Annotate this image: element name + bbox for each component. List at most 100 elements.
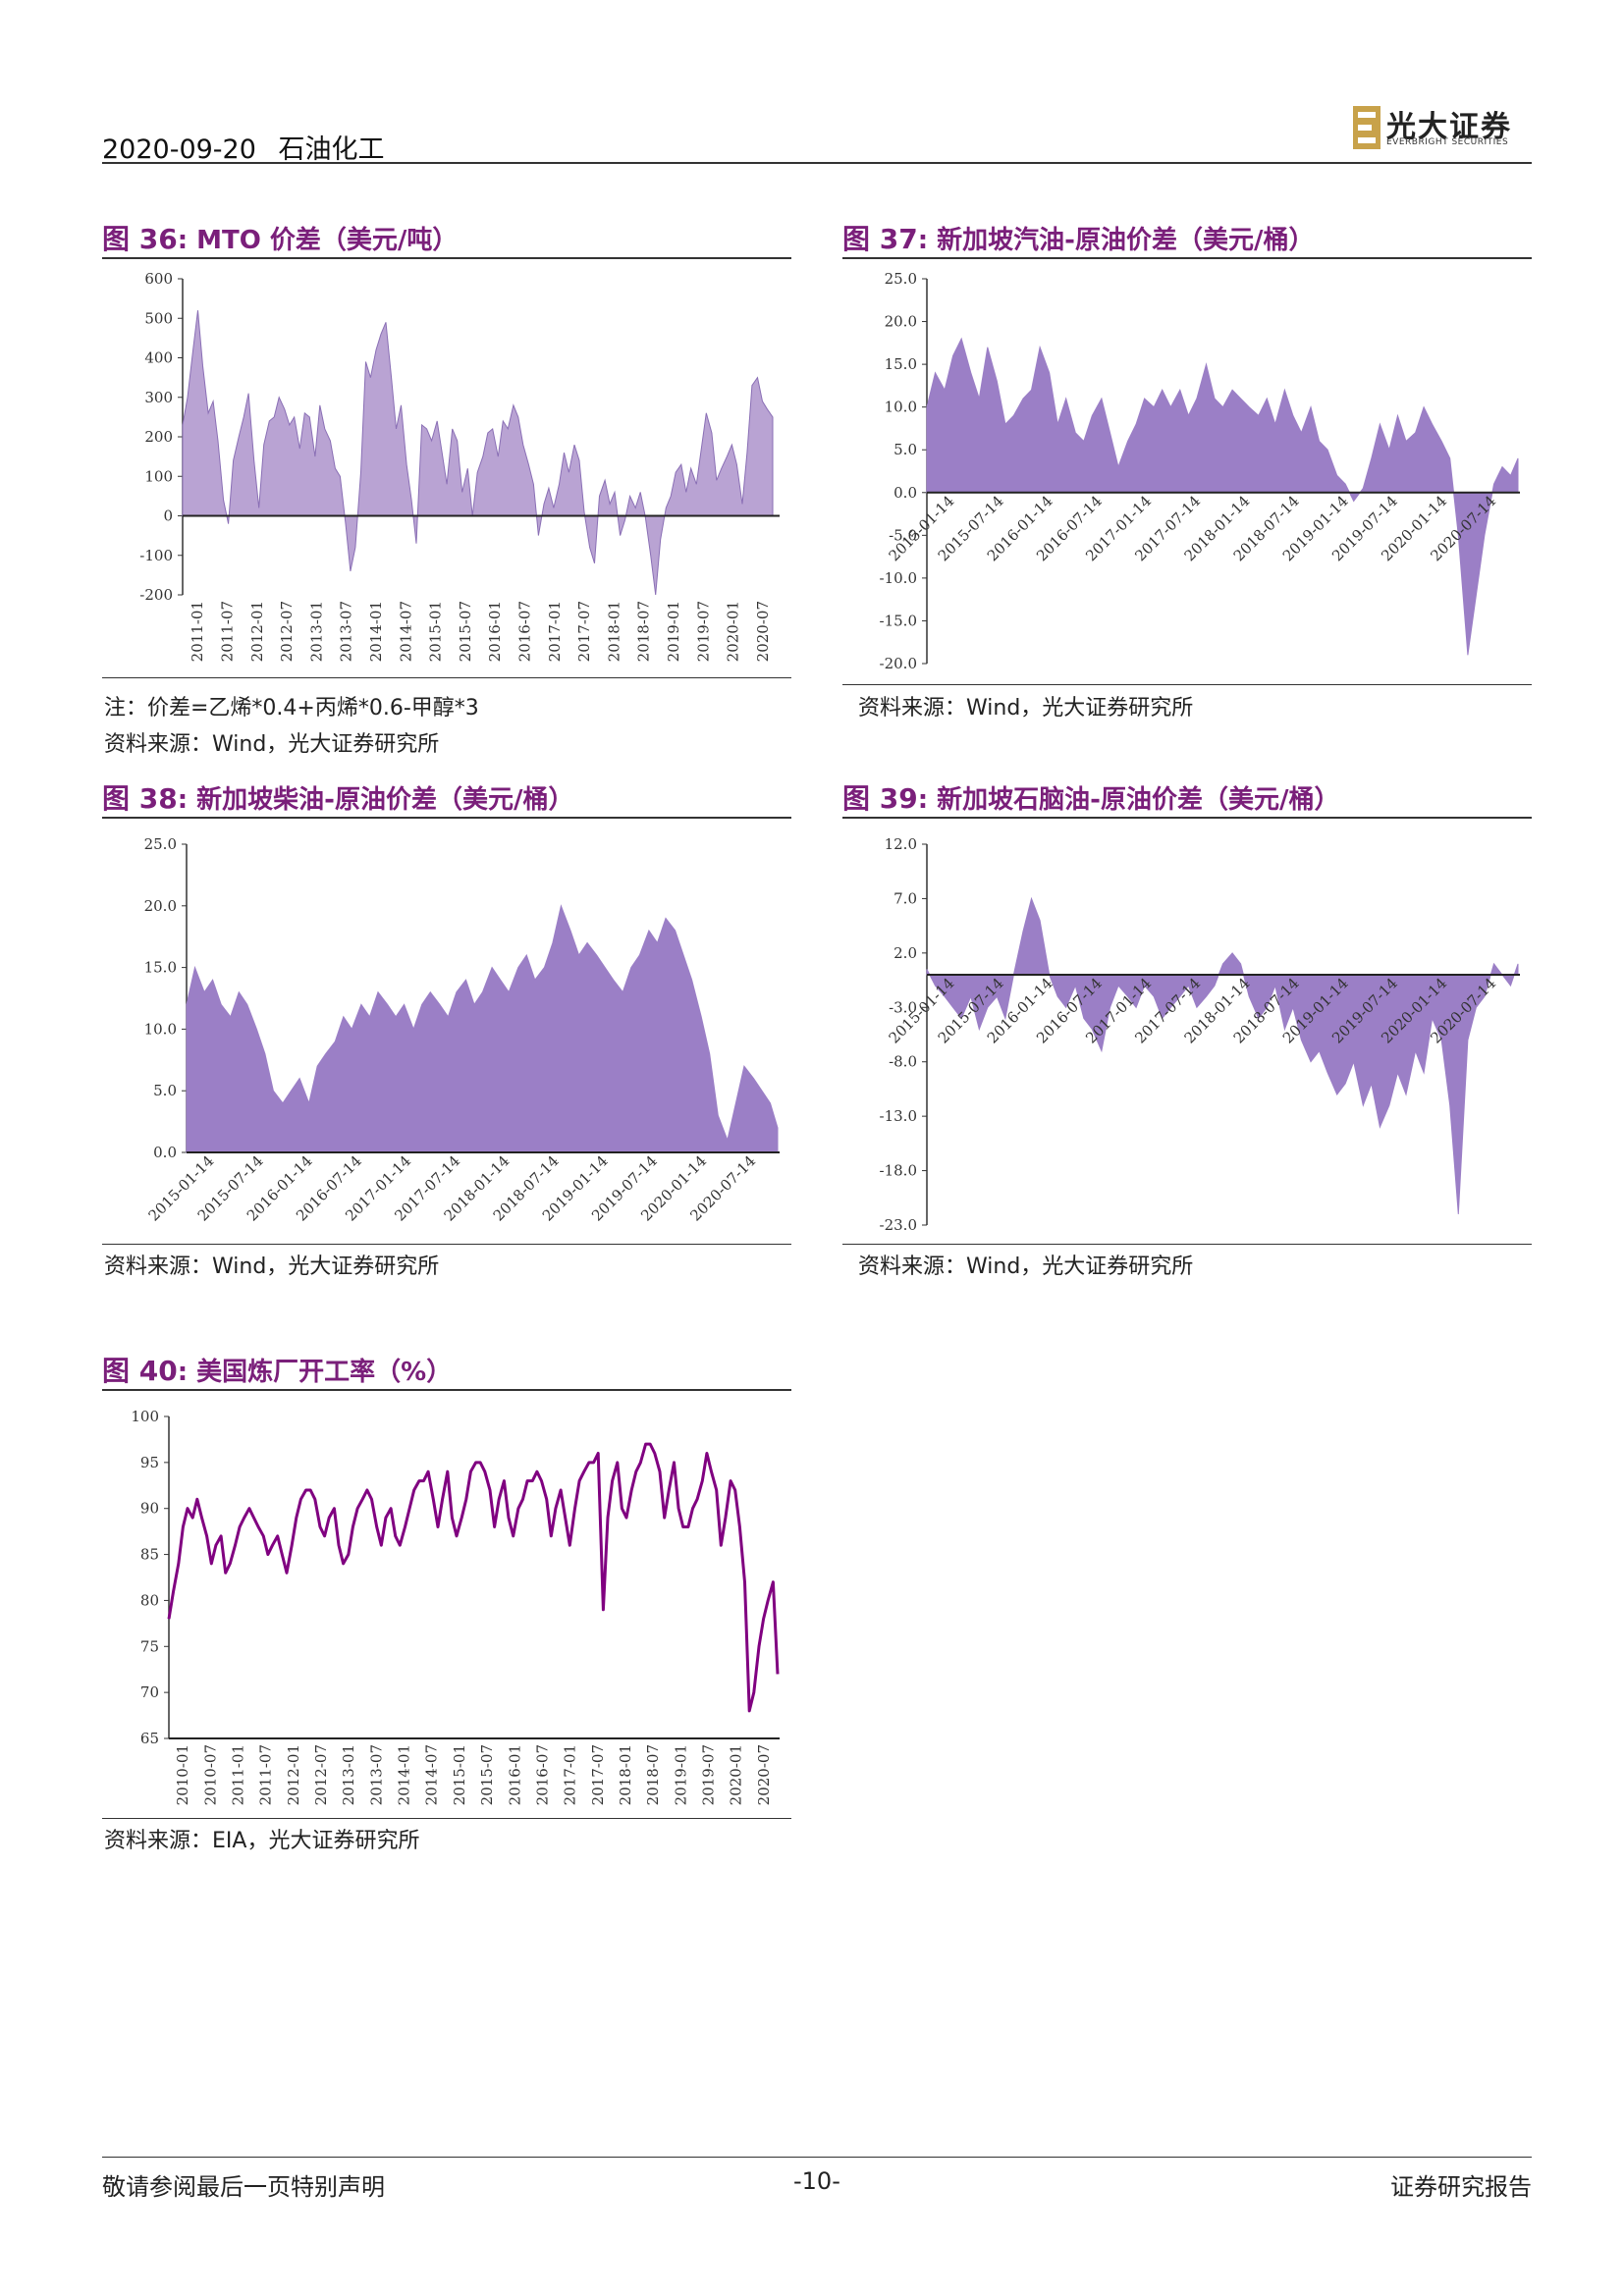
footer-divider (102, 2157, 1532, 2158)
y-tick-label: 10.0 (144, 1020, 177, 1038)
x-tick: 2018-01 (617, 1744, 634, 1805)
x-tick-label: 2020-07 (755, 1744, 773, 1805)
y-tick-label: 5.0 (153, 1082, 177, 1099)
x-tick: 2018-07 (644, 1744, 662, 1805)
footer-disclaimer: 敬请参阅最后一页特别声明 (102, 2173, 385, 2201)
x-tick: 2016-01 (506, 1744, 523, 1805)
x-tick-label: 2020-01 (728, 1744, 745, 1805)
line-series (167, 1442, 780, 1713)
x-tick-label: 2012-07 (312, 1744, 330, 1805)
x-tick-label: 2015-07 (457, 601, 474, 662)
x-tick: 2017-07 (575, 601, 593, 662)
x-tick-label: 2014-01 (367, 601, 385, 662)
y-tick-label: -3.0 (889, 998, 917, 1016)
figure-38-rule (102, 817, 791, 819)
x-tick: 2014-01 (367, 601, 385, 662)
x-tick-label: 2013-01 (340, 1744, 357, 1805)
x-tick-label: 2016-07 (534, 1744, 552, 1805)
y-tick-label: -10.0 (880, 569, 917, 587)
header-divider (102, 162, 1532, 164)
figure-38-caption: 新加坡柴油-原油价差（美元/桶） (196, 785, 574, 815)
y-tick-label: -8.0 (889, 1053, 917, 1071)
y-tick-label: 85 (140, 1546, 159, 1564)
figure-39-label: 图 39 (842, 782, 918, 815)
y-tick-label: 0.0 (893, 484, 917, 502)
x-tick-label: 2018-07 (644, 1744, 662, 1805)
x-tick: 2015-01 (451, 1744, 468, 1805)
x-tick: 2020-01 (728, 1744, 745, 1805)
figure-37-title: 图 37: 新加坡汽油-原油价差（美元/桶） (842, 223, 1315, 255)
y-tick-label: 20.0 (144, 897, 177, 915)
y-tick-label: 7.0 (893, 889, 917, 907)
x-tick-label: 2019-07 (700, 1744, 718, 1805)
report-section: 石油化工 (278, 134, 385, 165)
figure-38-chart: 25.020.015.010.05.00.02015-01-142015-07-… (144, 835, 780, 1225)
figure-38-label: 图 38 (102, 782, 178, 815)
x-tick: 2020-01 (725, 601, 742, 662)
x-tick-label: 2016-07 (515, 601, 533, 662)
x-tick: 2020-07 (754, 601, 772, 662)
y-tick-label: 400 (144, 349, 173, 367)
x-tick-label: 2013-01 (307, 601, 325, 662)
x-tick: 2012-07 (278, 601, 296, 662)
x-tick-label: 2012-01 (248, 601, 266, 662)
figure-40-label: 图 40 (102, 1355, 178, 1387)
report-date-text: 2020-09-20 (102, 134, 256, 165)
y-tick-label: 65 (140, 1730, 159, 1747)
figure-36-label: 图 36 (102, 223, 178, 255)
figure-39-source: 资料来源：Wind，光大证券研究所 (858, 1255, 1194, 1279)
x-tick-label: 2013-07 (338, 601, 355, 662)
x-tick-label: 2011-07 (219, 601, 237, 662)
y-tick-label: 75 (140, 1637, 159, 1655)
x-tick-label: 2014-07 (397, 601, 414, 662)
figure-40-source: 资料来源：EIA，光大证券研究所 (104, 1829, 420, 1853)
x-tick-label: 2019-07 (694, 601, 712, 662)
x-tick: 2019-01 (665, 601, 682, 662)
y-tick-label: 80 (140, 1591, 159, 1609)
x-tick: 2019-07 (694, 601, 712, 662)
figure-39-caption: 新加坡石脑油-原油价差（美元/桶） (937, 785, 1340, 815)
x-tick: 2012-07 (312, 1744, 330, 1805)
y-tick-label: -18.0 (880, 1162, 917, 1180)
x-tick-label: 2013-07 (367, 1744, 385, 1805)
area-series (926, 896, 1519, 1214)
x-tick-label: 2014-07 (423, 1744, 441, 1805)
x-tick: 2015-07 (478, 1744, 496, 1805)
x-tick-label: 2015-07 (478, 1744, 496, 1805)
x-tick-label: 2017-01 (546, 601, 564, 662)
figure-39-title: 图 39: 新加坡石脑油-原油价差（美元/桶） (842, 782, 1340, 815)
y-tick-label: 15.0 (885, 355, 917, 373)
x-tick: 2015-07 (457, 601, 474, 662)
figure-39-bottom-rule (842, 1244, 1532, 1245)
y-tick-label: 70 (140, 1683, 159, 1701)
y-tick-label: -5.0 (889, 526, 917, 544)
figure-40-caption: 美国炼厂开工率（%） (196, 1358, 453, 1387)
x-tick: 2013-01 (307, 601, 325, 662)
x-tick-label: 2016-01 (506, 1744, 523, 1805)
x-tick: 2011-01 (230, 1744, 247, 1805)
x-tick-label: 2016-01 (486, 601, 504, 662)
x-tick: 2016-01 (486, 601, 504, 662)
logo-name: 光大证券 (1386, 110, 1512, 144)
y-tick-label: 10.0 (885, 399, 917, 416)
x-tick-label: 2011-01 (230, 1744, 247, 1805)
y-tick-label: 25.0 (144, 835, 177, 853)
y-tick-label: 2.0 (893, 944, 917, 962)
x-tick: 2015-01 (427, 601, 445, 662)
x-tick: 2018-07 (635, 601, 653, 662)
x-tick: 2011-07 (219, 601, 237, 662)
area-series (186, 904, 779, 1153)
y-tick-label: 0.0 (153, 1144, 177, 1161)
figure-36-bottom-rule (102, 677, 791, 678)
x-tick: 2018-01 (605, 601, 623, 662)
figure-36-rule (102, 257, 791, 259)
x-tick: 2020-07 (755, 1744, 773, 1805)
y-tick-label: 25.0 (885, 270, 917, 288)
figure-36-note: 注：价差=乙烯*0.4+丙烯*0.6-甲醇*3 (104, 696, 479, 721)
x-tick: 2010-01 (174, 1744, 191, 1805)
y-tick-label: 90 (140, 1500, 159, 1518)
figure-37-label: 图 37 (842, 223, 918, 255)
figure-36-caption: MTO 价差（美元/吨） (196, 226, 459, 255)
x-tick: 2017-01 (562, 1744, 579, 1805)
figure-40-bottom-rule (102, 1818, 791, 1819)
